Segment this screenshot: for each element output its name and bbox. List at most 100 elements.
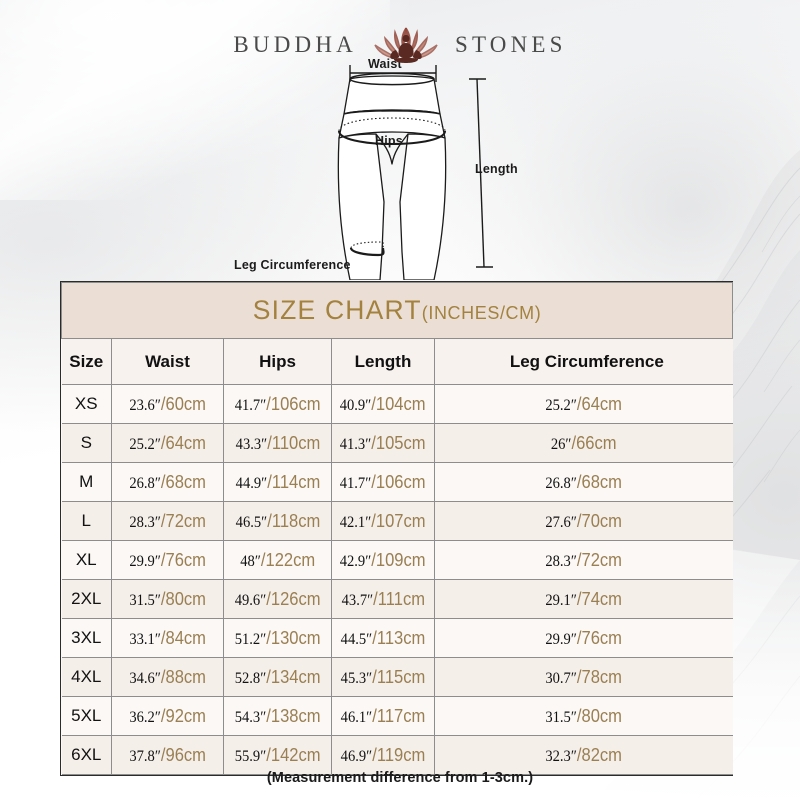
cell-waist: 26.8″/68cm xyxy=(111,462,224,502)
cell-length: 45.3″/115cm xyxy=(331,657,435,697)
value-inches: 45.3″ xyxy=(340,669,373,687)
cell-waist: 33.1″/84cm xyxy=(111,618,224,658)
cell-length: 46.1″/117cm xyxy=(331,696,435,736)
title-unit: (INCHES/CM) xyxy=(421,303,542,323)
cell-hips: 46.5″/118cm xyxy=(223,501,332,541)
cell-waist: 23.6″/60cm xyxy=(111,384,224,424)
cell-length: 44.5″/113cm xyxy=(331,618,435,658)
value-inches: 42.9″ xyxy=(340,552,372,570)
value-cm: /130cm xyxy=(266,627,321,648)
value-inches: 44.5″ xyxy=(340,630,373,648)
table-row: XS 23.6″/60cm 41.7″/106cm 40.9″/104cm 25… xyxy=(61,384,733,424)
value-inches: 54.3″ xyxy=(234,708,267,726)
value-cm: /118cm xyxy=(266,510,320,531)
value-cm: /70cm xyxy=(576,510,623,531)
cell-leg-circumference: 26″/66cm xyxy=(433,423,733,463)
table-row: 4XL 34.6″/88cm 52.8″/134cm 45.3″/115cm 3… xyxy=(61,657,733,697)
cell-size: 6XL xyxy=(61,735,112,775)
cell-leg-circumference: 26.8″/68cm xyxy=(433,462,733,502)
value-inches: 44.9″ xyxy=(235,474,267,492)
table-row: 5XL 36.2″/92cm 54.3″/138cm 46.1″/117cm 3… xyxy=(61,696,733,736)
cell-waist: 28.3″/72cm xyxy=(111,501,224,541)
value-cm: /126cm xyxy=(266,588,321,609)
brand-word-right: STONES xyxy=(454,32,567,57)
value-cm: /80cm xyxy=(160,588,206,609)
value-inches: 42.1″ xyxy=(340,513,372,531)
cell-waist: 34.6″/88cm xyxy=(111,657,224,697)
value-cm: /106cm xyxy=(371,471,426,492)
cell-size: 5XL xyxy=(61,696,112,736)
column-header-size: Size xyxy=(61,338,112,385)
value-inches: 52.8″ xyxy=(234,669,267,687)
value-inches: 33.1″ xyxy=(129,630,161,648)
value-inches: 29.9″ xyxy=(545,630,577,648)
table-row: S 25.2″/64cm 43.3″/110cm 41.3″/105cm 26″… xyxy=(61,423,733,463)
value-cm: /74cm xyxy=(576,588,623,609)
value-cm: /76cm xyxy=(576,627,623,648)
value-inches: 32.3″ xyxy=(545,747,577,765)
cell-length: 42.1″/107cm xyxy=(331,501,435,541)
value-cm: /72cm xyxy=(576,549,623,570)
value-inches: 26.8″ xyxy=(129,474,161,492)
cell-hips: 54.3″/138cm xyxy=(223,696,332,736)
cell-leg-circumference: 25.2″/64cm xyxy=(433,384,733,424)
value-inches: 41.7″ xyxy=(234,396,267,414)
value-inches: 30.7″ xyxy=(545,669,577,687)
table-row: M 26.8″/68cm 44.9″/114cm 41.7″/106cm 26.… xyxy=(61,462,733,502)
diagram-label-length: Length xyxy=(475,162,518,176)
table-row: 3XL 33.1″/84cm 51.2″/130cm 44.5″/113cm 2… xyxy=(61,618,733,658)
diagram-label-leg-circumference: Leg Circumference xyxy=(234,258,351,272)
value-cm: /68cm xyxy=(160,471,206,492)
brand-word-left: BUDDHA xyxy=(233,32,357,57)
column-header-length: Length xyxy=(331,338,435,385)
cell-size: XS xyxy=(61,384,112,424)
value-inches: 34.6″ xyxy=(129,669,161,687)
value-inches: 26″ xyxy=(550,435,572,453)
cell-size: S xyxy=(61,423,112,463)
cell-hips: 41.7″/106cm xyxy=(223,384,332,424)
value-cm: /76cm xyxy=(160,549,206,570)
value-inches: 40.9″ xyxy=(340,396,372,414)
cell-waist: 31.5″/80cm xyxy=(111,579,224,619)
cell-length: 40.9″/104cm xyxy=(331,384,435,424)
cell-size: M xyxy=(61,462,112,502)
value-inches: 26.8″ xyxy=(545,474,577,492)
column-header-leg-circumference-text: Leg Circumference xyxy=(509,351,664,371)
value-cm: /105cm xyxy=(371,432,426,453)
title-main: SIZE CHART xyxy=(252,295,422,325)
cell-size: 3XL xyxy=(61,618,112,658)
value-inches: 43.3″ xyxy=(235,435,267,453)
value-inches: 46.9″ xyxy=(340,747,373,765)
value-cm: /106cm xyxy=(266,393,321,414)
size-chart-table: SIZE CHART(INCHES/CM) Size Waist Hips Le… xyxy=(60,282,734,775)
value-inches: 29.9″ xyxy=(129,552,161,570)
column-header-leg-circumference: Leg Circumference xyxy=(433,338,733,385)
value-cm: /64cm xyxy=(576,393,623,414)
value-cm: /138cm xyxy=(266,705,321,726)
table-row: L 28.3″/72cm 46.5″/118cm 42.1″/107cm 27.… xyxy=(61,501,733,541)
value-inches: 48″ xyxy=(240,552,261,570)
value-inches: 51.2″ xyxy=(234,630,267,648)
value-cm: /110cm xyxy=(266,432,320,453)
value-cm: /92cm xyxy=(160,705,206,726)
column-header-waist: Waist xyxy=(111,338,224,385)
value-inches: 28.3″ xyxy=(129,513,161,531)
measurement-note: (Measurement difference from 1-3cm.) xyxy=(266,770,534,786)
value-cm: /114cm xyxy=(266,471,320,492)
cell-size: 4XL xyxy=(61,657,112,697)
cell-leg-circumference: 32.3″/82cm xyxy=(433,735,733,775)
table-row: 2XL 31.5″/80cm 49.6″/126cm 43.7″/111cm 2… xyxy=(61,579,733,619)
cell-length: 41.7″/106cm xyxy=(331,462,435,502)
cell-hips: 44.9″/114cm xyxy=(223,462,332,502)
value-cm: /134cm xyxy=(266,666,321,687)
cell-length: 42.9″/109cm xyxy=(331,540,435,580)
cell-size: XL xyxy=(61,540,112,580)
value-inches: 28.3″ xyxy=(545,552,577,570)
leggings-measurement-diagram: Waist Hips Length Leg Circumference xyxy=(232,52,552,280)
value-inches: 23.6″ xyxy=(129,396,161,414)
value-cm: /60cm xyxy=(160,393,206,414)
cell-hips: 43.3″/110cm xyxy=(223,423,332,463)
cell-hips: 55.9″/142cm xyxy=(223,735,332,775)
cell-leg-circumference: 31.5″/80cm xyxy=(433,696,733,736)
